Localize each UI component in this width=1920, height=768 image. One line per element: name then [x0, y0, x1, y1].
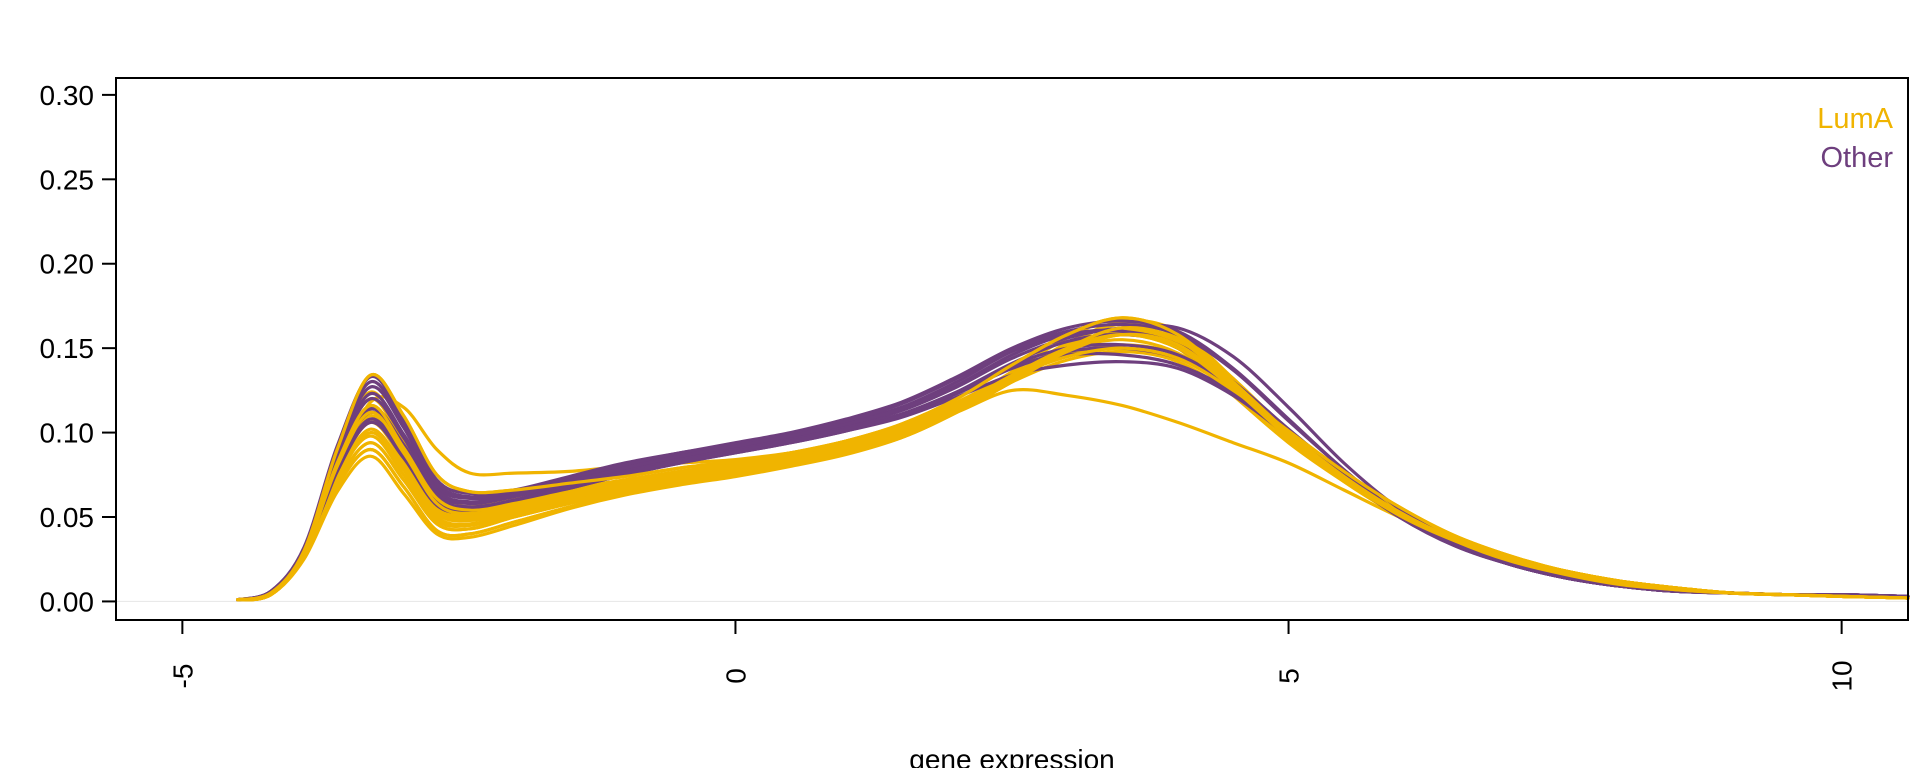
plot-frame	[115, 77, 1909, 621]
legend-item-other: Other	[1820, 142, 1893, 174]
density-curve-luma	[236, 333, 1910, 602]
legend-item-luma: LumA	[1817, 103, 1893, 135]
y-tick-label: 0.00	[40, 586, 95, 617]
density-curve-luma	[236, 332, 1910, 602]
density-curves	[116, 316, 1910, 602]
x-tick-label: 10	[1827, 660, 1858, 691]
y-tick-label: 0.25	[40, 164, 95, 195]
density-curve-luma	[236, 318, 1910, 602]
x-axis: -5 0 5 10	[167, 620, 1858, 692]
density-curve-other	[236, 328, 1910, 602]
density-curve-luma	[236, 333, 1910, 602]
density-curve-luma	[236, 338, 1910, 602]
density-curve-other	[236, 351, 1910, 602]
y-tick-label: 0.05	[40, 502, 95, 533]
density-curve-luma	[236, 343, 1910, 602]
y-tick-label: 0.10	[40, 418, 95, 449]
density-curve-other	[236, 329, 1910, 602]
y-tick-label: 0.30	[40, 80, 95, 111]
y-tick-label: 0.15	[40, 333, 95, 364]
density-curve-other	[236, 323, 1910, 602]
x-axis-title: gene expression	[909, 744, 1114, 768]
density-curve-luma	[236, 316, 1910, 602]
density-curve-other	[236, 332, 1910, 602]
x-tick-label: -5	[167, 664, 198, 689]
density-curve-luma	[236, 332, 1910, 602]
density-curve-other	[236, 342, 1910, 602]
density-curve-luma	[236, 327, 1910, 602]
density-curve-luma	[236, 326, 1910, 602]
y-tick-label: 0.20	[40, 249, 95, 280]
x-tick-label: 5	[1274, 668, 1305, 684]
density-curve-luma	[236, 326, 1910, 602]
legend: LumA Other	[1817, 103, 1893, 174]
density-curve-luma	[236, 329, 1910, 602]
x-tick-label: 0	[720, 668, 751, 684]
y-axis: 0.00 0.05 0.10 0.15 0.20 0.25 0.30	[40, 80, 116, 617]
